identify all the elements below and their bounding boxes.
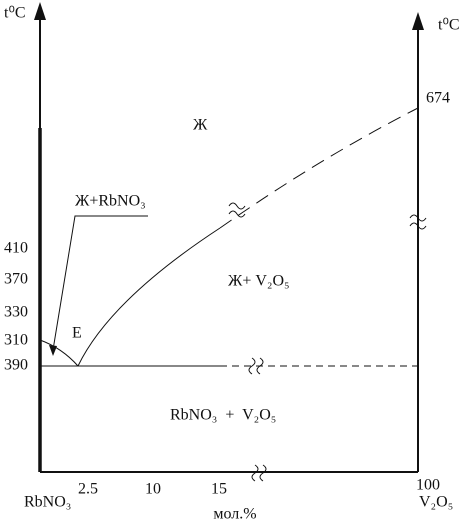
x-unit: мол.% [213, 506, 256, 523]
y-label: 330 [4, 304, 28, 321]
break-mark [409, 214, 427, 230]
left-component: RbNO₃ [24, 494, 71, 511]
right-component: V₂O₅ [419, 494, 453, 511]
break-mark [228, 202, 246, 218]
y-label: 390 [4, 357, 28, 374]
break-mark [248, 357, 264, 375]
liquidus-right [77, 227, 221, 367]
left-unit: t⁰C [4, 5, 26, 22]
x-label: 2.5 [78, 481, 98, 498]
leader-arrow [49, 345, 57, 356]
y-label: 310 [4, 332, 28, 349]
x-label: 10 [145, 481, 161, 498]
region-label: Ж+RbNO₃ [75, 193, 146, 210]
leader-line [52, 215, 148, 351]
right-value: 674 [426, 90, 450, 107]
y-label: 410 [4, 240, 28, 257]
break-mark [251, 464, 267, 482]
y-label: 370 [4, 271, 28, 288]
region-label: Ж+ V₂O₅ [228, 273, 290, 290]
right-unit: t⁰C [438, 17, 460, 34]
liquidus-dashed [219, 107, 419, 229]
left-arrow [34, 2, 46, 20]
right-arrow [412, 12, 424, 30]
x-label: 100 [416, 477, 440, 494]
eutectic-label: E [72, 325, 82, 342]
region-label: RbNO₃ + V₂O₅ [170, 407, 276, 424]
region-label: Ж [193, 117, 208, 134]
liquidus-left [39, 339, 79, 367]
x-label: 15 [211, 481, 227, 498]
